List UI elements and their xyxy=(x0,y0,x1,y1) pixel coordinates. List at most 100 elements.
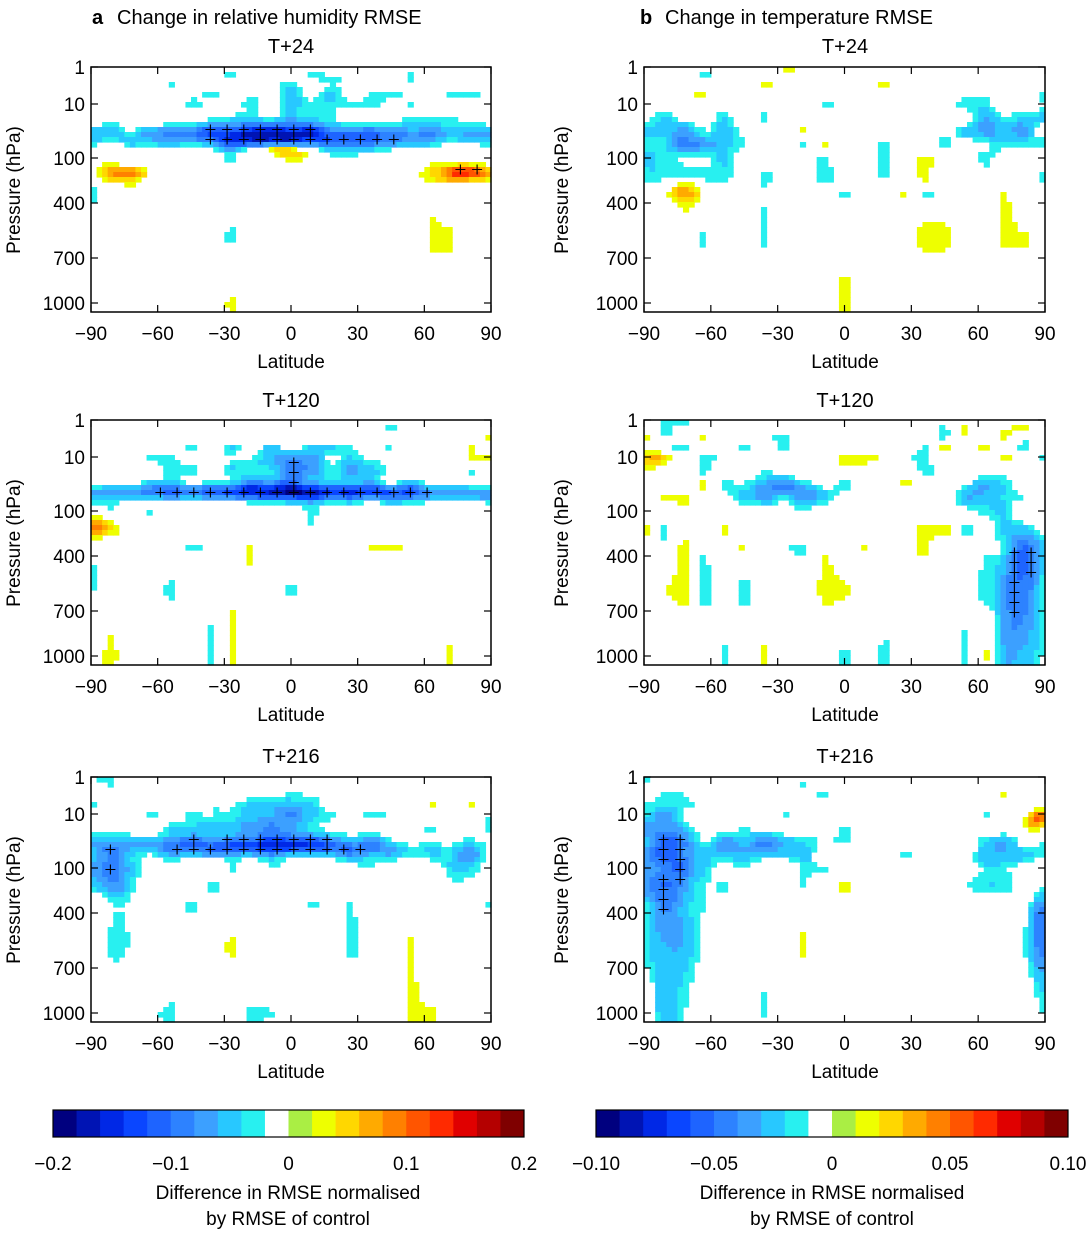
x-tick-label: −30 xyxy=(762,677,794,698)
field-cell xyxy=(721,142,729,148)
field-cell xyxy=(407,137,414,143)
field-cell xyxy=(246,142,253,148)
field-cell xyxy=(229,650,237,656)
field-cell xyxy=(468,455,475,461)
field-cell xyxy=(760,655,768,661)
field-cell xyxy=(418,1007,425,1013)
field-cell xyxy=(479,162,487,168)
field-cell xyxy=(721,655,729,661)
field-cell xyxy=(677,127,684,133)
field-cell xyxy=(313,455,320,461)
field-cell xyxy=(838,277,846,283)
field-cell xyxy=(688,857,695,863)
field-cell xyxy=(799,867,807,873)
field-cell xyxy=(682,852,690,858)
field-cell xyxy=(218,812,225,818)
field-cell xyxy=(738,827,745,833)
field-cell xyxy=(666,162,673,168)
field-cell xyxy=(833,580,840,586)
field-cell xyxy=(649,837,656,843)
field-cell xyxy=(285,797,292,803)
y-tick-label: 400 xyxy=(53,194,85,215)
field-cell xyxy=(989,595,996,601)
field-cell xyxy=(972,480,979,486)
field-cell xyxy=(822,580,829,586)
field-cell xyxy=(699,897,706,903)
field-cell xyxy=(313,470,320,476)
field-cell xyxy=(660,1007,667,1013)
field-cell xyxy=(91,882,98,888)
field-cell xyxy=(777,852,784,858)
field-cell xyxy=(699,137,706,143)
field-cell xyxy=(302,152,309,158)
field-cell xyxy=(883,152,890,158)
field-cell xyxy=(794,842,801,848)
field-cell xyxy=(418,485,425,491)
field-cell xyxy=(671,445,679,451)
field-cell xyxy=(229,142,237,148)
field-cell xyxy=(1033,922,1041,928)
field-cell xyxy=(118,922,125,928)
field-cell xyxy=(994,585,1002,591)
field-cell xyxy=(429,172,437,178)
field-cell xyxy=(91,137,98,143)
field-cell xyxy=(335,137,342,143)
field-cell xyxy=(794,505,801,511)
field-cell xyxy=(733,137,740,143)
field-cell xyxy=(1028,932,1035,938)
column-title-a: a Change in relative humidity RMSE xyxy=(92,7,422,29)
field-cell xyxy=(983,102,990,108)
field-cell xyxy=(457,127,464,133)
field-cell xyxy=(1033,660,1041,666)
y-tick-label: 700 xyxy=(606,249,638,270)
field-cell xyxy=(385,847,392,853)
field-cell xyxy=(218,490,225,496)
field-cell xyxy=(721,147,729,153)
field-cell xyxy=(218,827,225,833)
field-cell xyxy=(844,192,851,198)
field-cell xyxy=(688,197,695,203)
field-cell xyxy=(822,102,829,108)
field-cell xyxy=(1028,822,1035,828)
field-cell xyxy=(313,500,320,506)
field-cell xyxy=(191,902,198,908)
field-cell xyxy=(1000,142,1007,148)
field-cell xyxy=(666,1002,673,1008)
field-cell xyxy=(402,142,409,148)
field-cell xyxy=(435,142,442,148)
field-cell xyxy=(822,167,829,173)
field-cell xyxy=(805,485,812,491)
field-cell xyxy=(163,827,170,833)
field-cell xyxy=(257,852,264,858)
field-cell xyxy=(257,1007,264,1013)
significance-cross xyxy=(255,834,266,845)
field-cell xyxy=(777,847,784,853)
field-cell xyxy=(922,450,929,456)
field-cell xyxy=(274,862,281,868)
field-cell xyxy=(682,947,690,953)
field-cell xyxy=(357,837,364,843)
field-cell xyxy=(671,887,679,893)
field-cell xyxy=(922,247,929,253)
field-cell xyxy=(716,847,723,853)
field-cell xyxy=(452,862,459,868)
field-cell xyxy=(435,122,442,128)
field-cell xyxy=(468,857,475,863)
field-cell xyxy=(989,485,996,491)
field-cell xyxy=(263,455,270,461)
field-cell xyxy=(407,952,414,958)
field-cell xyxy=(241,480,248,486)
field-cell xyxy=(972,137,979,143)
field-cell xyxy=(1006,142,1013,148)
field-cell xyxy=(91,490,98,496)
field-cell xyxy=(124,872,131,878)
field-cell xyxy=(252,112,259,118)
field-cell xyxy=(1033,550,1041,556)
field-cell xyxy=(1006,877,1013,883)
field-cell xyxy=(727,485,734,491)
field-cell xyxy=(1039,842,1046,848)
field-cell xyxy=(760,490,768,496)
field-cell xyxy=(435,222,442,228)
field-cell xyxy=(296,132,303,138)
